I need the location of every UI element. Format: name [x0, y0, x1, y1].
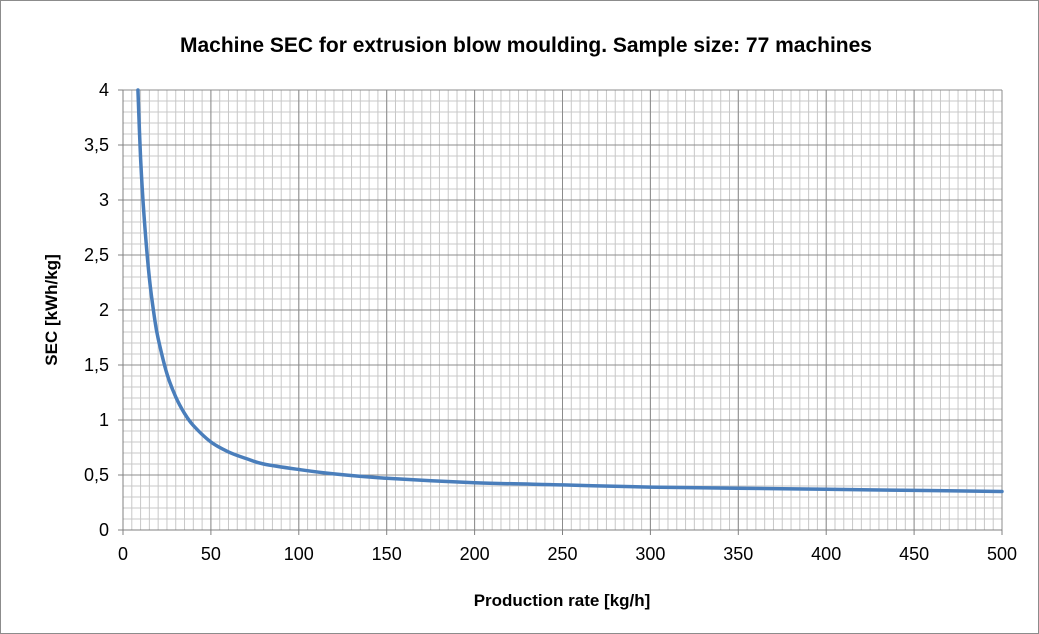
x-tick-label: 350 [723, 544, 753, 564]
x-axis-label: Production rate [kg/h] [474, 591, 651, 610]
x-tick-label: 100 [284, 544, 314, 564]
grid [118, 89, 1003, 535]
y-tick-label: 2 [99, 300, 109, 320]
chart-title: Machine SEC for extrusion blow moulding.… [180, 34, 872, 57]
x-tick-label: 250 [547, 544, 577, 564]
x-tick-label: 150 [372, 544, 402, 564]
y-axis-label: SEC [kWh/kg] [42, 254, 61, 365]
x-tick-label: 400 [811, 544, 841, 564]
x-tick-label: 300 [635, 544, 665, 564]
y-tick-label: 2,5 [84, 245, 109, 265]
y-tick-label: 3,5 [84, 135, 109, 155]
sec-curve [136, 88, 1004, 494]
x-tick-label: 500 [987, 544, 1017, 564]
series [136, 88, 1004, 494]
y-tick-label: 0 [99, 520, 109, 540]
y-tick-label: 3 [99, 190, 109, 210]
x-tick-label: 0 [118, 544, 128, 564]
x-tick-label: 450 [899, 544, 929, 564]
x-tick-label: 50 [201, 544, 221, 564]
tick-labels: 0 50 100 150 200 250 300 350 400 450 500 0 0,5 1 1,5 2 2… [84, 80, 1017, 564]
y-tick-label: 0,5 [84, 465, 109, 485]
y-tick-label: 1,5 [84, 355, 109, 375]
y-tick-label: 4 [99, 80, 109, 100]
x-tick-label: 200 [460, 544, 490, 564]
y-tick-label: 1 [99, 410, 109, 430]
